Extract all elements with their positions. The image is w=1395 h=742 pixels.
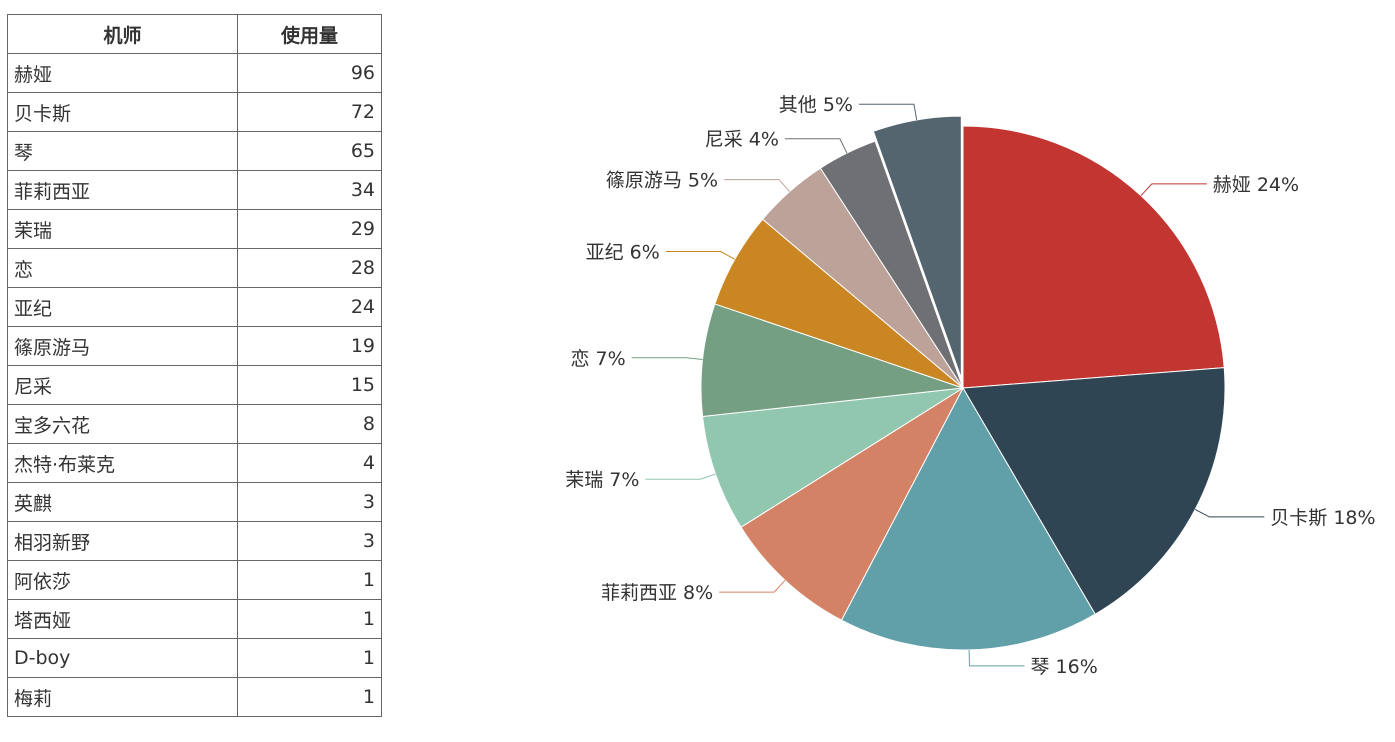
usage-value-cell: 29 <box>237 209 382 249</box>
table-row: 相羽新野 3 <box>7 521 382 561</box>
table-header-row: 机师 使用量 <box>7 14 382 54</box>
pie-slice-1 <box>962 367 1226 615</box>
usage-value-cell: 1 <box>237 560 382 600</box>
usage-value-cell: 96 <box>237 53 382 93</box>
table-row: 亚纪 24 <box>7 287 382 327</box>
usage-value-cell: 65 <box>237 131 382 171</box>
pilot-name-cell: 琴 <box>7 131 238 171</box>
pie-slice-0 <box>962 125 1225 389</box>
table-row: 塔西娅 1 <box>7 599 382 639</box>
pilot-name-cell: 宝多六花 <box>7 404 238 444</box>
table-row: 篠原游马 19 <box>7 326 382 366</box>
pilot-name-cell: 塔西娅 <box>7 599 238 639</box>
usage-value-cell: 34 <box>237 170 382 210</box>
pie-label-6: 亚纪 6% <box>586 242 660 264</box>
table-row: 恋 28 <box>7 248 382 288</box>
pie-label-0: 赫娅 24% <box>1213 174 1299 196</box>
pilot-name-cell: 梅莉 <box>7 677 238 717</box>
table-row: 菲莉西亚 34 <box>7 170 382 210</box>
pie-leader-line-5 <box>631 357 703 361</box>
pie-leader-line-0 <box>1140 183 1207 197</box>
pie-leader-line-8 <box>784 138 848 154</box>
table-row: 梅莉 1 <box>7 677 382 717</box>
table-body: 赫娅 96 贝卡斯 72 琴 65 菲莉西亚 34 茉瑞 29 恋 28 亚纪 24 篠原游马 19 尼采 15 宝… <box>7 53 382 717</box>
pilot-name-cell: D-boy <box>7 638 238 678</box>
pie-label-4: 茉瑞 7% <box>565 469 639 491</box>
pie-leader-line-7 <box>724 179 790 192</box>
table-row: 杰特·布莱克 4 <box>7 443 382 483</box>
table-row: 赫娅 96 <box>7 53 382 93</box>
pie-label-5: 恋 7% <box>570 348 625 370</box>
pie-leader-line-1 <box>1194 509 1265 518</box>
table-row: 琴 65 <box>7 131 382 171</box>
usage-value-cell: 4 <box>237 443 382 483</box>
pie-slice-2 <box>840 386 1096 651</box>
pie-leader-line-4 <box>645 473 716 480</box>
pie-slice-3 <box>740 386 965 621</box>
table-row: 贝卡斯 72 <box>7 92 382 132</box>
pilot-name-cell: 英麒 <box>7 482 238 522</box>
header-pilot: 机师 <box>7 14 238 54</box>
usage-value-cell: 3 <box>237 482 382 522</box>
pilot-name-cell: 亚纪 <box>7 287 238 327</box>
pie-leader-line-6 <box>665 251 736 260</box>
usage-value-cell: 72 <box>237 92 382 132</box>
usage-value-cell: 15 <box>237 365 382 405</box>
usage-value-cell: 1 <box>237 599 382 639</box>
pie-label-8: 尼采 4% <box>705 129 779 151</box>
usage-value-cell: 1 <box>237 677 382 717</box>
pie-leader-line-2 <box>968 649 1025 667</box>
usage-value-cell: 3 <box>237 521 382 561</box>
usage-value-cell: 28 <box>237 248 382 288</box>
table-row: 宝多六花 8 <box>7 404 382 444</box>
pilot-name-cell: 菲莉西亚 <box>7 170 238 210</box>
pie-leader-line-3 <box>719 579 786 593</box>
pilot-name-cell: 恋 <box>7 248 238 288</box>
pilot-name-cell: 相羽新野 <box>7 521 238 561</box>
pie-label-9: 其他 5% <box>779 94 853 116</box>
table-row: 英麒 3 <box>7 482 382 522</box>
usage-value-cell: 24 <box>237 287 382 327</box>
pie-slice-8 <box>819 140 964 389</box>
pilot-name-cell: 阿依莎 <box>7 560 238 600</box>
table-row: 茉瑞 29 <box>7 209 382 249</box>
table-row: 阿依莎 1 <box>7 560 382 600</box>
pie-label-3: 菲莉西亚 8% <box>601 582 713 604</box>
header-usage: 使用量 <box>237 14 382 54</box>
usage-table: 机师 使用量 赫娅 96 贝卡斯 72 琴 65 菲莉西亚 34 茉瑞 29 恋 28 亚纪 24 篠原游马… <box>7 14 382 717</box>
pie-label-7: 篠原游马 5% <box>606 170 718 192</box>
table-row: D-boy 1 <box>7 638 382 678</box>
pie-label-1: 贝卡斯 18% <box>1270 507 1375 529</box>
pie-slice-4 <box>701 387 964 528</box>
pie-slice-9 <box>872 115 962 379</box>
pie-slice-5 <box>700 303 964 418</box>
pie-leader-line-9 <box>858 103 918 121</box>
pilot-name-cell: 茉瑞 <box>7 209 238 249</box>
pie-label-2: 琴 16% <box>1030 656 1097 678</box>
pilot-name-cell: 篠原游马 <box>7 326 238 366</box>
